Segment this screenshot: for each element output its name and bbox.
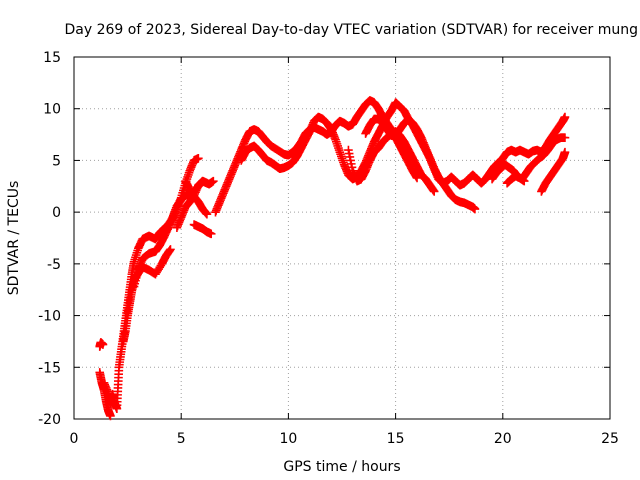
series-sat-l [344, 127, 439, 196]
y-tick-label: -5 [47, 257, 61, 273]
series-sat-o [537, 147, 570, 196]
chart-title: Day 269 of 2023, Sidereal Day-to-day VTE… [65, 22, 639, 38]
y-tick-label: 10 [43, 102, 61, 118]
data-point [470, 204, 480, 214]
x-tick-label: 20 [494, 431, 512, 447]
axis-ticks [73, 56, 611, 420]
data-point [194, 154, 203, 163]
data-point [202, 209, 212, 219]
data-point [166, 245, 175, 254]
y-tick-label: 5 [52, 153, 61, 169]
y-tick-label: -20 [38, 412, 61, 428]
series-sat-a [95, 338, 108, 351]
data-point [209, 176, 218, 186]
x-tick-label: 25 [601, 431, 619, 447]
y-axis-label: SDTVAR / TECUs [6, 181, 22, 296]
y-tick-label: 0 [52, 205, 61, 221]
x-tick-labels: 0 5 10 15 20 25 [70, 431, 619, 447]
data-point [98, 340, 108, 349]
data-point [560, 112, 570, 122]
y-tick-label: -15 [38, 360, 61, 376]
data-point [429, 187, 439, 196]
x-axis-label: GPS time / hours [283, 459, 400, 475]
y-tick-labels: -20 -15 -10 -5 0 5 10 15 [38, 50, 61, 428]
x-tick-label: 0 [70, 431, 79, 447]
data-marks [95, 96, 570, 421]
data-point [106, 411, 115, 421]
data-point [519, 176, 529, 186]
x-tick-label: 5 [177, 431, 186, 447]
x-tick-label: 15 [387, 431, 405, 447]
plot-frame [73, 56, 611, 420]
series-sat-g [189, 220, 216, 239]
y-tick-label: 15 [43, 50, 61, 66]
series-sat-h [181, 176, 212, 219]
series-sat-n [502, 171, 529, 188]
x-tick-label: 10 [279, 431, 297, 447]
data-point [202, 178, 212, 188]
y-tick-label: -10 [38, 309, 61, 325]
data-point [206, 229, 216, 239]
data-point [560, 133, 570, 142]
data-point [560, 147, 570, 157]
